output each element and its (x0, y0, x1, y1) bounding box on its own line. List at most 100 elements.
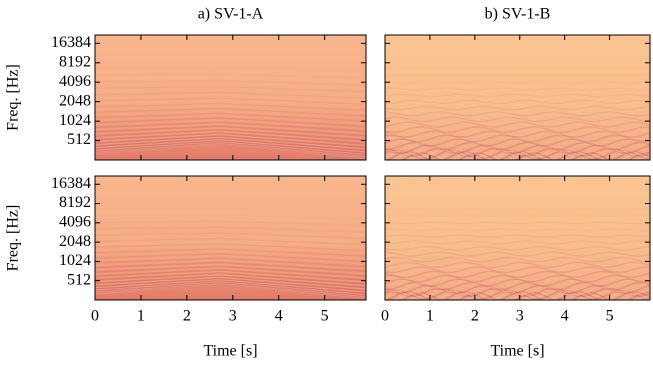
texture-stripe (95, 226, 366, 233)
texture-stripe (95, 143, 366, 158)
texture-stripe (385, 77, 650, 80)
texture-stripe (95, 141, 366, 157)
texture-stripe (95, 283, 366, 299)
texture-stripe (95, 88, 366, 96)
texture-stripe (95, 139, 366, 153)
texture-stripe (385, 228, 650, 232)
texture-stripe (385, 134, 650, 143)
texture-stripe (95, 105, 366, 114)
y-tick-label: 16384 (51, 175, 91, 192)
texture-stripe (385, 234, 650, 239)
texture-stripe (385, 84, 650, 88)
texture-stripe (95, 263, 366, 275)
texture-stripe (385, 128, 650, 136)
texture-stripe (385, 108, 650, 114)
texture-stripe (385, 274, 650, 283)
texture-stripe (95, 76, 366, 83)
texture-stripe (95, 217, 366, 223)
y-tick-label: 8192 (59, 53, 91, 70)
texture-stripe (385, 136, 650, 145)
x-tick-label: 0 (381, 308, 389, 325)
texture-stripe (385, 283, 649, 293)
texture-stripe (95, 243, 366, 252)
texture-stripe (385, 254, 650, 260)
y-axis-label: Freq. [Hz] (5, 64, 22, 131)
texture-stripe (385, 272, 650, 281)
x-tick-label: 5 (606, 308, 614, 325)
texture-stripe (385, 141, 650, 151)
texture-stripe (95, 123, 366, 135)
texture-stripe (95, 283, 366, 300)
texture-stripe (95, 279, 366, 293)
texture-stripe (385, 288, 650, 299)
y-tick-label: 2048 (59, 233, 91, 250)
spectrogram-background (385, 35, 650, 160)
texture-stripe (95, 240, 366, 249)
texture-stripe (95, 255, 366, 265)
texture-stripe (385, 259, 650, 266)
texture-stripe (385, 284, 650, 295)
texture-stripe (95, 112, 366, 122)
y-tick-label: 1024 (59, 112, 91, 129)
spectrogram-background (385, 176, 650, 300)
texture-stripe (95, 143, 366, 159)
texture-stripe (385, 132, 650, 141)
texture-stripe (385, 140, 650, 149)
panel-title: b) SV-1-B (485, 6, 551, 23)
y-tick-label: 8192 (59, 194, 91, 211)
texture-stripe (95, 125, 366, 137)
texture-stripe (385, 286, 650, 296)
texture-stripe (95, 275, 366, 289)
x-axis-label: Time [s] (203, 343, 257, 360)
texture-stripe (95, 235, 366, 243)
spectrogram-background (95, 35, 366, 160)
texture-stripe (385, 75, 649, 76)
texture-stripe (95, 141, 366, 156)
x-tick-label: 5 (321, 308, 329, 325)
texture-stripe (385, 289, 650, 300)
texture-stripe (385, 123, 650, 131)
x-tick-label: 2 (183, 308, 191, 325)
texture-stripe (95, 261, 366, 273)
texture-stripe (385, 270, 650, 278)
texture-stripe (385, 116, 650, 123)
y-tick-label: 4096 (59, 73, 91, 90)
x-tick-label: 3 (229, 308, 237, 325)
axes-frame (94, 175, 367, 301)
texture-stripe (385, 105, 650, 111)
texture-stripe (385, 287, 650, 298)
texture-stripe (95, 140, 366, 154)
x-tick-label: 2 (471, 308, 479, 325)
y-axis-label: Freq. [Hz] (5, 205, 22, 272)
texture-stripe (385, 148, 650, 159)
y-tick-label: 2048 (59, 92, 91, 109)
texture-stripe (385, 152, 650, 160)
texture-stripe (385, 261, 650, 268)
texture-stripe (95, 100, 366, 108)
texture-stripe (95, 272, 366, 285)
texture-stripe (385, 243, 650, 248)
x-tick-label: 1 (426, 308, 434, 325)
texture-stripe (385, 251, 650, 257)
texture-stripe (95, 270, 366, 283)
texture-stripe (95, 127, 366, 139)
texture-stripe (95, 97, 366, 105)
texture-stripe (385, 121, 650, 128)
texture-stripe (95, 278, 366, 292)
texture-stripe (385, 264, 650, 271)
texture-stripe (392, 291, 650, 300)
texture-stripe (95, 114, 366, 125)
texture-stripe (385, 81, 650, 84)
texture-stripe (95, 229, 366, 237)
texture-stripe (95, 135, 366, 148)
texture-stripe (95, 136, 366, 150)
texture-stripe (95, 121, 366, 132)
texture-stripe (385, 143, 649, 153)
texture-stripe (95, 220, 366, 227)
texture-stripe (385, 218, 650, 221)
texture-stripe (385, 144, 650, 155)
texture-stripe (95, 248, 366, 257)
texture-stripe (385, 146, 650, 156)
